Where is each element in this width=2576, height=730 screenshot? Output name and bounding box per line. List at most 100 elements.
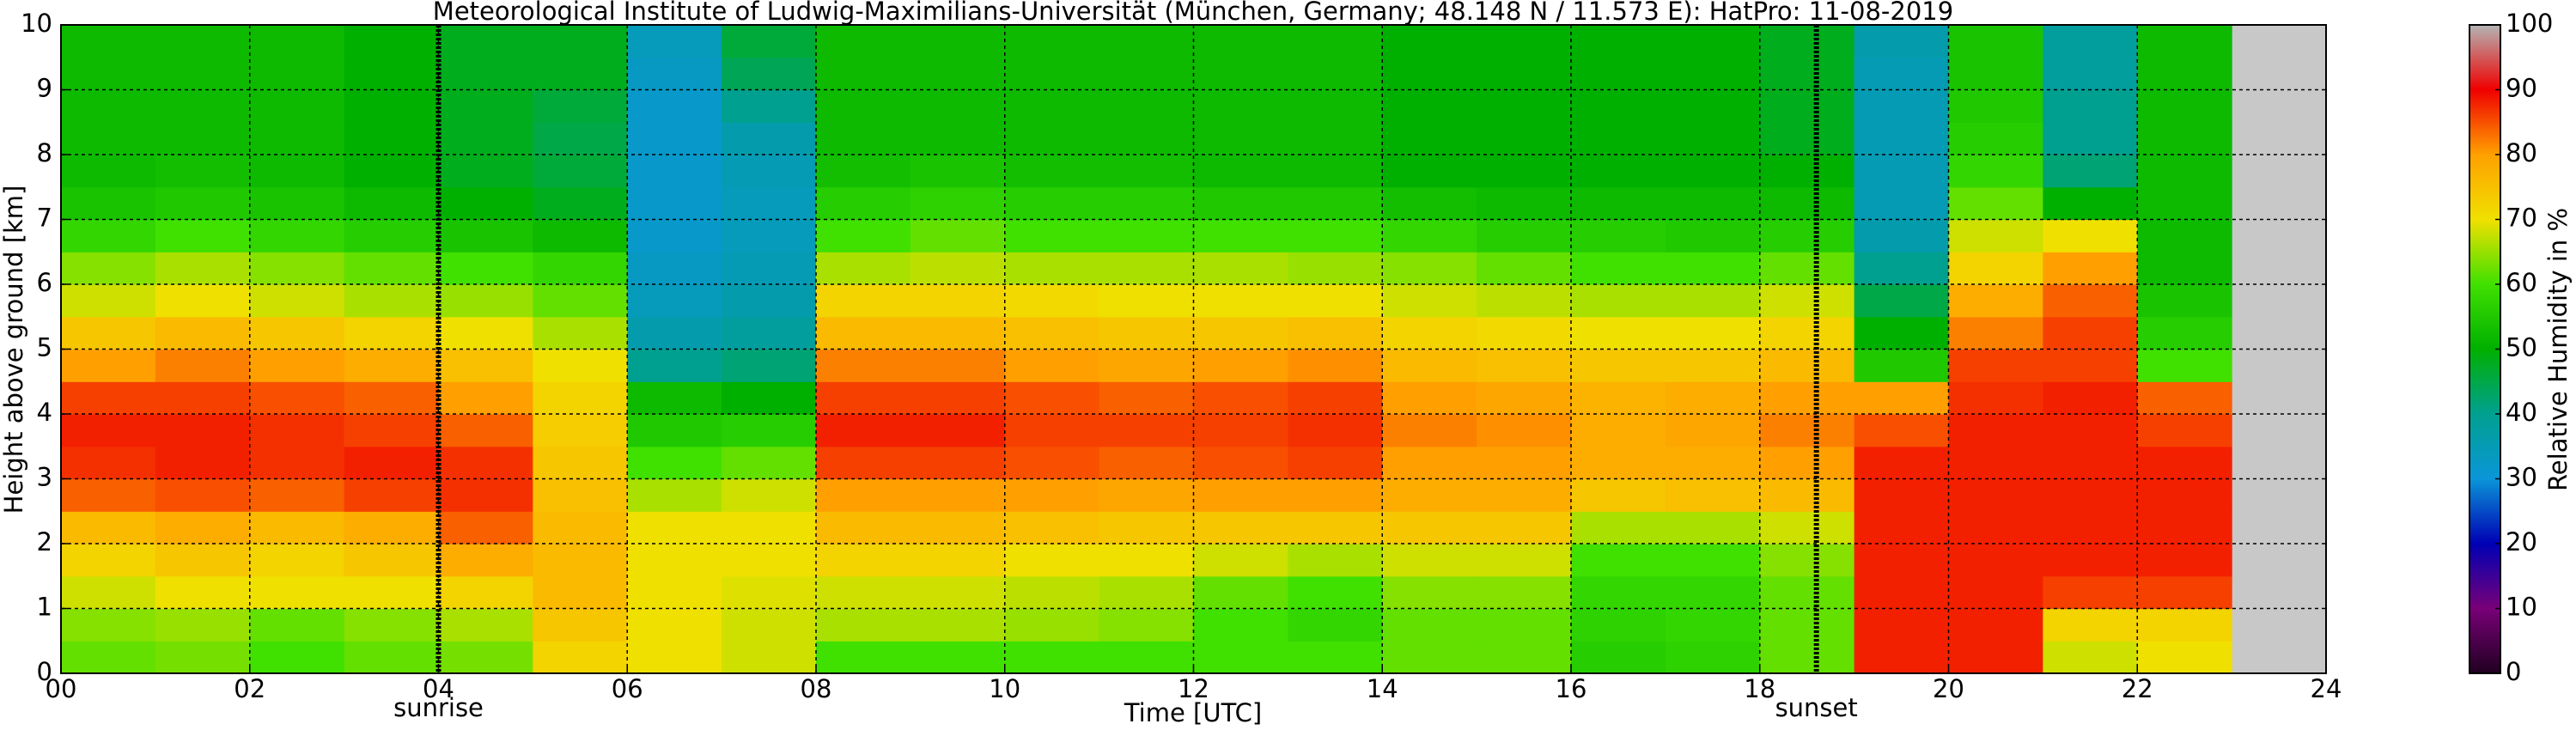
heatmap-cell xyxy=(1571,446,1666,480)
heatmap-cell xyxy=(910,25,1006,58)
y-tick-label: 7 xyxy=(37,204,52,233)
heatmap-cell xyxy=(1193,414,1288,447)
heatmap-cell xyxy=(1665,89,1761,123)
heatmap-cell xyxy=(2137,122,2232,155)
heatmap-cell xyxy=(1099,316,1195,350)
heatmap-cell xyxy=(1948,122,2043,155)
heatmap-cell xyxy=(1099,89,1195,123)
heatmap-cell xyxy=(1004,284,1100,318)
heatmap-cell xyxy=(344,284,440,318)
heatmap-cell xyxy=(1382,608,1477,642)
heatmap-cell xyxy=(249,186,345,221)
heatmap-cell xyxy=(344,575,440,610)
heatmap-cell xyxy=(816,544,911,577)
heatmap-cell xyxy=(1854,284,1950,318)
heatmap-cell xyxy=(1193,122,1288,155)
heatmap-cell xyxy=(533,186,628,221)
heatmap-cell xyxy=(910,544,1006,577)
heatmap-cell xyxy=(344,349,440,382)
heatmap-cell xyxy=(155,544,251,577)
heatmap-cell xyxy=(2043,478,2138,512)
heatmap-cell xyxy=(533,89,628,123)
y-tick-label: 3 xyxy=(37,463,52,492)
heatmap-cell xyxy=(1288,25,1383,58)
heatmap-cell xyxy=(1854,57,1950,91)
heatmap-cell xyxy=(910,316,1006,350)
heatmap-cell xyxy=(2137,641,2232,674)
heatmap-cell xyxy=(816,122,911,155)
heatmap-cell xyxy=(722,575,817,610)
heatmap-cell xyxy=(61,252,156,285)
heatmap-cell xyxy=(1759,641,1855,674)
heatmap-cell xyxy=(1004,381,1100,415)
heatmap-cell xyxy=(438,57,533,91)
heatmap-cell xyxy=(1759,414,1855,447)
heatmap-cell xyxy=(249,641,345,674)
heatmap-cell xyxy=(1571,122,1666,155)
x-tick-label: 04 xyxy=(423,674,454,703)
heatmap-cell xyxy=(627,349,722,382)
heatmap-cell xyxy=(1099,446,1195,480)
heatmap-cell xyxy=(1288,608,1383,642)
heatmap-cell xyxy=(61,511,156,544)
heatmap-cell xyxy=(249,575,345,610)
heatmap-cell xyxy=(344,446,440,480)
heatmap-cell xyxy=(1382,575,1477,610)
heatmap-cell xyxy=(627,219,722,252)
heatmap-cell xyxy=(1288,544,1383,577)
heatmap-cell xyxy=(910,122,1006,155)
heatmap-cell xyxy=(1759,25,1855,58)
heatmap-cell xyxy=(816,186,911,221)
heatmap-cell xyxy=(1854,511,1950,544)
heatmap-cell xyxy=(722,284,817,318)
heatmap-cell xyxy=(1288,446,1383,480)
heatmap-cell xyxy=(816,478,911,512)
heatmap-cell xyxy=(910,349,1006,382)
heatmap-cell xyxy=(1382,511,1477,544)
heatmap-cell xyxy=(627,608,722,642)
heatmap-cell xyxy=(1193,186,1288,221)
heatmap-cell xyxy=(249,219,345,252)
heatmap-cell xyxy=(627,381,722,415)
heatmap-cell xyxy=(1854,575,1950,610)
heatmap-cell xyxy=(816,219,911,252)
heatmap-cell xyxy=(1004,641,1100,674)
heatmap-cell xyxy=(910,511,1006,544)
heatmap-cell xyxy=(1665,219,1761,252)
heatmap-cell xyxy=(910,252,1006,285)
heatmap-cell xyxy=(1665,544,1761,577)
heatmap-cell xyxy=(1665,414,1761,447)
heatmap-cell xyxy=(1948,186,2043,221)
heatmap-cell xyxy=(1477,575,1572,610)
heatmap-cell xyxy=(155,414,251,447)
heatmap-cell xyxy=(1288,511,1383,544)
heatmap-cell xyxy=(722,608,817,642)
heatmap-cell xyxy=(1288,414,1383,447)
heatmap-cell xyxy=(2137,511,2232,544)
heatmap-cell xyxy=(1571,511,1666,544)
heatmap-cell xyxy=(1759,252,1855,285)
heatmap-cell xyxy=(1854,219,1950,252)
heatmap-cell xyxy=(1477,219,1572,252)
heatmap-cell xyxy=(627,89,722,123)
heatmap-cell xyxy=(910,641,1006,674)
colorbar-tick-label: 50 xyxy=(2506,333,2537,362)
heatmap-cell xyxy=(438,89,533,123)
heatmap-cell xyxy=(1759,316,1855,350)
heatmap-cell xyxy=(533,641,628,674)
heatmap-cell xyxy=(2137,575,2232,610)
heatmap-cell xyxy=(61,186,156,221)
heatmap-cell xyxy=(344,89,440,123)
heatmap-cell xyxy=(1571,349,1666,382)
heatmap-cell xyxy=(2043,608,2138,642)
heatmap-cell xyxy=(1193,89,1288,123)
heatmap-cell xyxy=(155,478,251,512)
heatmap-cell xyxy=(155,122,251,155)
heatmap-cell xyxy=(1193,219,1288,252)
heatmap-cell xyxy=(1193,316,1288,350)
heatmap-cell xyxy=(1193,478,1288,512)
heatmap-cell xyxy=(1571,608,1666,642)
heatmap-cell xyxy=(1004,608,1100,642)
heatmap-cell xyxy=(2137,284,2232,318)
heatmap-cell xyxy=(627,25,722,58)
